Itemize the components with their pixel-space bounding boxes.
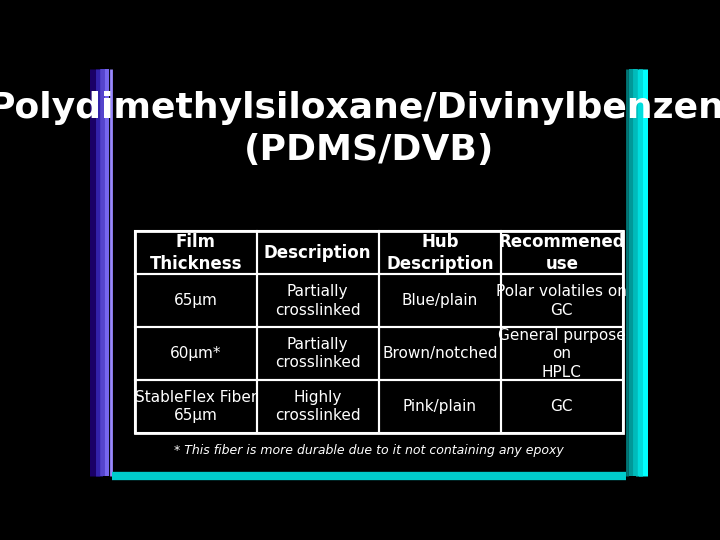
- Text: Description: Description: [264, 244, 372, 262]
- Bar: [501, 274, 623, 327]
- Bar: [379, 231, 501, 274]
- Text: Partially
crosslinked: Partially crosslinked: [275, 284, 361, 318]
- Bar: [379, 274, 501, 327]
- Text: Recommened
use: Recommened use: [498, 233, 625, 273]
- Bar: [501, 231, 623, 274]
- Bar: [379, 380, 501, 433]
- Text: StableFlex Fiber
65μm: StableFlex Fiber 65μm: [135, 389, 257, 423]
- Bar: [257, 380, 379, 433]
- Bar: [135, 380, 257, 433]
- Bar: [501, 327, 623, 380]
- Text: Pink/plain: Pink/plain: [402, 399, 477, 414]
- Text: Polydimethylsiloxane/Divinylbenzene
(PDMS/DVB): Polydimethylsiloxane/Divinylbenzene (PDM…: [0, 91, 720, 167]
- Bar: [501, 380, 623, 433]
- Bar: [379, 327, 501, 380]
- Bar: [257, 327, 379, 380]
- Text: 65μm: 65μm: [174, 293, 217, 308]
- Text: Highly
crosslinked: Highly crosslinked: [275, 389, 361, 423]
- Bar: [257, 274, 379, 327]
- Text: Polar volatiles on
GC: Polar volatiles on GC: [496, 284, 627, 318]
- Text: Blue/plain: Blue/plain: [402, 293, 478, 308]
- Bar: [135, 231, 257, 274]
- Bar: [257, 231, 379, 274]
- Text: Partially
crosslinked: Partially crosslinked: [275, 337, 361, 370]
- Text: General purpose
on
HPLC: General purpose on HPLC: [498, 328, 626, 380]
- Bar: [135, 274, 257, 327]
- Text: Film
Thickness: Film Thickness: [150, 233, 242, 273]
- Text: * This fiber is more durable due to it not containing any epoxy: * This fiber is more durable due to it n…: [174, 444, 564, 457]
- Bar: [135, 231, 623, 433]
- Text: Hub
Description: Hub Description: [386, 233, 493, 273]
- Text: 60μm*: 60μm*: [170, 346, 222, 361]
- Text: Brown/notched: Brown/notched: [382, 346, 498, 361]
- Bar: [135, 327, 257, 380]
- Text: GC: GC: [551, 399, 573, 414]
